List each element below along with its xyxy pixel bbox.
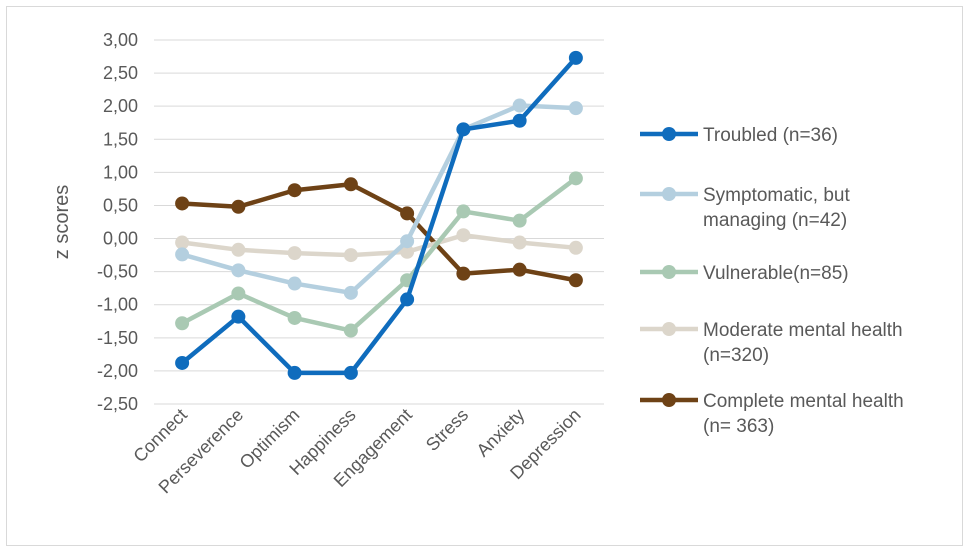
- data-point: [343, 177, 358, 192]
- data-point: [568, 101, 583, 116]
- legend-label: (n=320): [703, 345, 769, 366]
- data-point: [456, 266, 471, 281]
- data-point: [287, 246, 302, 261]
- data-point: [568, 50, 583, 65]
- data-point: [175, 235, 190, 250]
- series-4: [175, 228, 583, 263]
- y-tick-label: 0,00: [103, 229, 138, 249]
- data-point: [343, 248, 358, 263]
- legend: Troubled (n=36) Symptomatic, but managing …: [640, 125, 904, 437]
- y-axis-ticks: 3,00 2,50 2,00 1,50 1,00 0,50 0,00 -0,50 -1,00 -1…: [97, 30, 138, 414]
- data-point: [400, 234, 415, 249]
- series-line: [181, 103, 576, 296]
- legend-label: (n= 363): [703, 416, 774, 437]
- legend-marker-point: [662, 187, 676, 201]
- data-point: [231, 309, 246, 324]
- data-point: [175, 316, 190, 331]
- series-5: [175, 177, 583, 288]
- data-point: [231, 199, 246, 214]
- data-point: [512, 213, 527, 228]
- data-point: [400, 244, 415, 259]
- x-axis-ticks: ConnectPerseverenceOptimismHappinessEnga…: [129, 405, 584, 498]
- data-point: [400, 206, 415, 221]
- legend-label: managing (n=42): [703, 210, 847, 231]
- series-2: [175, 98, 583, 300]
- data-point: [512, 98, 527, 113]
- data-point: [287, 276, 302, 291]
- legend-entry-5: Complete mental health (n= 363): [640, 391, 904, 437]
- x-tick-label: Stress: [422, 405, 472, 455]
- data-point: [456, 228, 471, 243]
- legend-entry-3: Vulnerable(n=85): [640, 263, 849, 284]
- data-point: [287, 183, 302, 198]
- y-tick-label: -0,50: [97, 262, 138, 282]
- gridlines: [154, 39, 604, 405]
- data-point: [175, 355, 190, 370]
- y-tick-label: 1,50: [103, 129, 138, 149]
- data-point: [456, 204, 471, 219]
- y-tick-label: -2,50: [97, 394, 138, 414]
- y-tick-label: 3,00: [103, 30, 138, 50]
- data-point: [568, 171, 583, 186]
- legend-marker-point: [662, 265, 676, 279]
- data-point: [512, 113, 527, 128]
- data-point: [343, 285, 358, 300]
- y-tick-label: 2,50: [103, 63, 138, 83]
- legend-label: Symptomatic, but: [703, 185, 850, 206]
- series-1: [175, 50, 583, 380]
- data-point: [287, 310, 302, 325]
- y-tick-label: 2,00: [103, 96, 138, 116]
- data-point: [568, 273, 583, 288]
- data-point: [231, 242, 246, 257]
- data-point: [231, 286, 246, 301]
- data-point: [343, 323, 358, 338]
- series-group: [175, 50, 583, 380]
- x-tick-label: Anxiety: [473, 405, 529, 461]
- data-point: [512, 235, 527, 250]
- legend-label: Vulnerable(n=85): [703, 263, 849, 284]
- series-line: [180, 56, 578, 376]
- chart-frame: [6, 6, 963, 546]
- legend-entry-2: Symptomatic, but managing (n=42): [640, 185, 850, 231]
- legend-entry-1: Troubled (n=36): [640, 125, 838, 146]
- data-point: [568, 240, 583, 255]
- data-point: [287, 365, 302, 380]
- series-line: [181, 232, 577, 258]
- legend-marker-point: [662, 127, 676, 141]
- y-axis-label: z scores: [51, 185, 73, 259]
- y-tick-label: 0,50: [103, 195, 138, 215]
- data-point: [231, 263, 246, 278]
- y-tick-label: 1,00: [103, 162, 138, 182]
- data-point: [400, 292, 415, 307]
- legend-label: Troubled (n=36): [703, 125, 838, 146]
- data-point: [512, 262, 527, 277]
- legend-marker-point: [662, 393, 676, 407]
- series-line: [181, 176, 578, 333]
- data-point: [175, 247, 190, 262]
- legend-entry-4: Moderate mental health (n=320): [640, 320, 903, 366]
- data-point: [175, 196, 190, 211]
- data-point: [343, 365, 358, 380]
- data-point: [456, 122, 471, 137]
- y-tick-label: -2,00: [97, 361, 138, 381]
- legend-label: Complete mental health: [703, 391, 904, 412]
- y-tick-label: -1,50: [97, 328, 138, 348]
- y-tick-label: -1,00: [97, 295, 138, 315]
- series-line: [181, 182, 577, 283]
- legend-label: Moderate mental health: [703, 320, 903, 341]
- legend-marker-point: [662, 322, 676, 336]
